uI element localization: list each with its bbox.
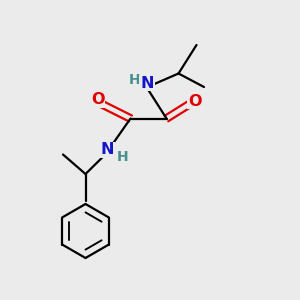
Text: O: O [91,92,104,107]
Text: N: N [100,142,114,158]
Text: H: H [128,73,140,87]
Text: O: O [188,94,202,109]
Text: H: H [116,150,128,164]
Text: N: N [140,76,154,91]
